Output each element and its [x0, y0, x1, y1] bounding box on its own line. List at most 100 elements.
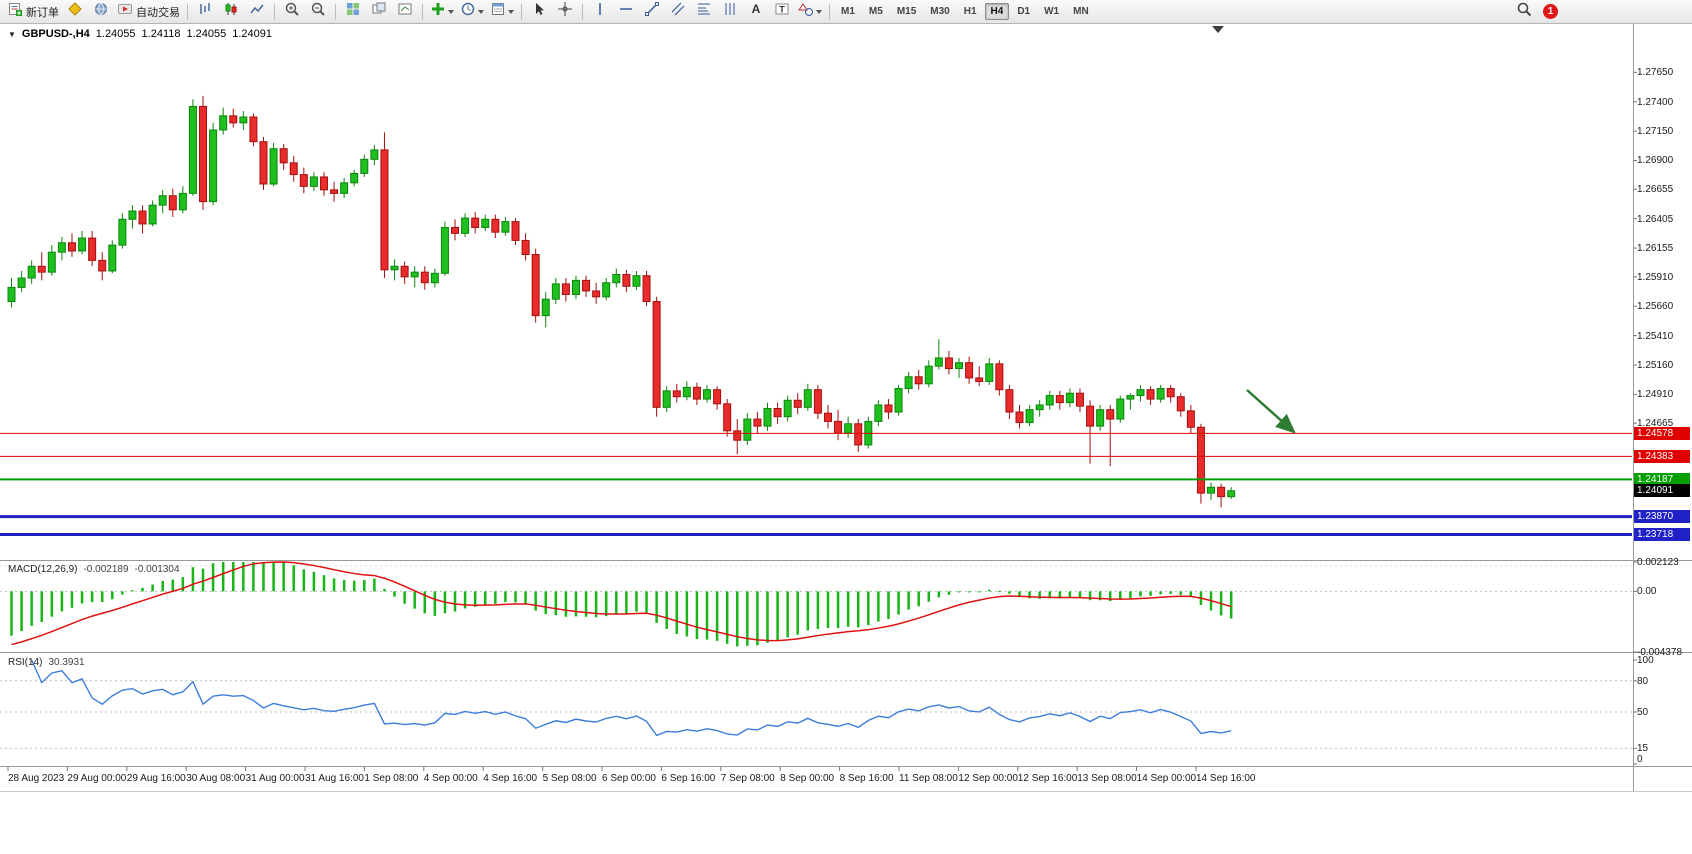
- tile-windows-button[interactable]: [340, 1, 366, 23]
- trendline-button[interactable]: [639, 1, 665, 23]
- zoom-out-button[interactable]: [305, 1, 331, 23]
- candle-body: [955, 362, 964, 370]
- macd-bar: [836, 591, 840, 629]
- rsi-value: 30.3931: [48, 657, 85, 668]
- high-value: 1.24118: [141, 28, 181, 40]
- bar-chart-button[interactable]: [192, 1, 218, 23]
- chart-region[interactable]: ▼ GBPUSD-,H4 1.24055 1.24118 1.24055 1.2…: [0, 24, 1692, 854]
- cursor-button[interactable]: [526, 1, 552, 23]
- timeframe-button-M1[interactable]: M1: [841, 6, 855, 17]
- price-axis-label: 1.26900: [1637, 155, 1674, 167]
- symbol-label: GBPUSD-,H4: [21, 28, 90, 40]
- candle-body: [138, 210, 147, 225]
- text-button[interactable]: A: [743, 1, 769, 23]
- chart-shift-marker[interactable]: [1212, 26, 1224, 33]
- candle-body: [400, 265, 409, 278]
- candle-body: [1146, 389, 1155, 400]
- macd-bar: [151, 584, 154, 592]
- timeframe-button-D1[interactable]: D1: [1017, 6, 1031, 17]
- metaeditor-button[interactable]: [62, 1, 88, 23]
- candle-body: [612, 273, 621, 284]
- timeframe-button-H1[interactable]: H1: [963, 6, 977, 17]
- auto-trading-button[interactable]: 自动交易: [114, 1, 183, 23]
- vertical-line-button[interactable]: [587, 1, 613, 23]
- macd-bar: [574, 591, 578, 617]
- candlestick-series: [7, 95, 1236, 508]
- candle-body: [491, 218, 500, 233]
- macd-bar: [282, 562, 285, 592]
- macd-bar: [897, 591, 900, 615]
- new-order-button-label: 新订单: [26, 6, 59, 19]
- trend-arrow-annotation[interactable]: [1246, 389, 1296, 434]
- tile-icon: [345, 1, 361, 22]
- macd-bar: [191, 567, 195, 592]
- timeframe-button-M30[interactable]: M30: [930, 6, 950, 17]
- notification-badge[interactable]: 1: [1543, 4, 1558, 19]
- candle-body: [662, 390, 671, 408]
- timeframe-button-M15[interactable]: M15: [896, 6, 917, 17]
- chart-header: ▼ GBPUSD-,H4 1.24055 1.24118 1.24055 1.2…: [8, 28, 272, 40]
- candle-body: [874, 404, 883, 422]
- candle-body: [884, 404, 893, 413]
- channel-button[interactable]: [665, 1, 691, 23]
- macd-bar: [705, 591, 709, 640]
- fibonacci-button[interactable]: [691, 1, 717, 23]
- community-button[interactable]: [88, 1, 114, 23]
- track-icon: [397, 1, 413, 22]
- candle-body: [793, 399, 802, 408]
- rsi-title: RSI(14) 30.3931: [8, 657, 85, 668]
- macd-bar: [342, 580, 346, 592]
- periods-button[interactable]: [457, 1, 487, 23]
- line-chart-button[interactable]: [244, 1, 270, 23]
- price-line-box: 1.23870: [1634, 510, 1690, 524]
- zoom-in-button[interactable]: [279, 1, 305, 23]
- macd-bar: [1159, 591, 1162, 595]
- macd-bar: [393, 591, 396, 597]
- macd-bar: [1098, 591, 1102, 601]
- macd-bar: [181, 577, 185, 592]
- chart-canvas[interactable]: [0, 24, 1692, 824]
- macd-bar: [594, 591, 598, 618]
- indicators-button[interactable]: [427, 1, 457, 23]
- price-axis-label: 1.25410: [1637, 330, 1674, 342]
- macd-bar: [221, 562, 225, 592]
- chart-shift-button[interactable]: [392, 1, 418, 23]
- macd-bar: [715, 591, 719, 641]
- toolbar-separator: [829, 3, 830, 20]
- candle-body: [571, 279, 580, 295]
- macd-bar: [322, 575, 326, 592]
- templates-button[interactable]: [487, 1, 517, 23]
- zoom-in-icon: [284, 1, 300, 22]
- candle-body: [420, 271, 429, 284]
- cycle-lines-button[interactable]: [717, 1, 743, 23]
- new-order-button[interactable]: 新订单: [4, 1, 62, 23]
- low-value: 1.24055: [186, 28, 227, 40]
- candle-body: [1196, 426, 1205, 494]
- candle-body: [511, 221, 520, 241]
- candle-chart-button[interactable]: [218, 1, 244, 23]
- timeframe-button-MN[interactable]: MN: [1073, 6, 1089, 17]
- search-button[interactable]: [1511, 1, 1537, 23]
- macd-bar: [504, 591, 507, 603]
- candle-body: [78, 237, 87, 252]
- time-axis-label: 14 Sep 00:00: [1136, 773, 1197, 784]
- candle-body: [128, 210, 137, 220]
- macd-bar: [363, 579, 366, 592]
- timeframe-button-M5[interactable]: M5: [868, 6, 883, 17]
- macd-bar: [171, 579, 175, 592]
- crosshair-button[interactable]: [552, 1, 578, 23]
- macd-bar: [776, 591, 779, 641]
- candle-body: [209, 129, 218, 203]
- arrows-button[interactable]: [795, 1, 825, 23]
- auto-arrange-button[interactable]: [366, 1, 392, 23]
- dropdown-caret-icon: [478, 9, 484, 14]
- macd-bar: [665, 591, 668, 629]
- timeframe-button-H4[interactable]: H4: [984, 3, 1010, 20]
- horizontal-line-button[interactable]: [613, 1, 639, 23]
- macd-bar: [242, 562, 245, 592]
- text-label-button[interactable]: T: [769, 1, 795, 23]
- symbol-dropdown-marker[interactable]: ▼: [8, 29, 16, 39]
- macd-bar: [917, 591, 920, 607]
- candle-body: [995, 363, 1004, 391]
- timeframe-button-W1[interactable]: W1: [1044, 6, 1060, 17]
